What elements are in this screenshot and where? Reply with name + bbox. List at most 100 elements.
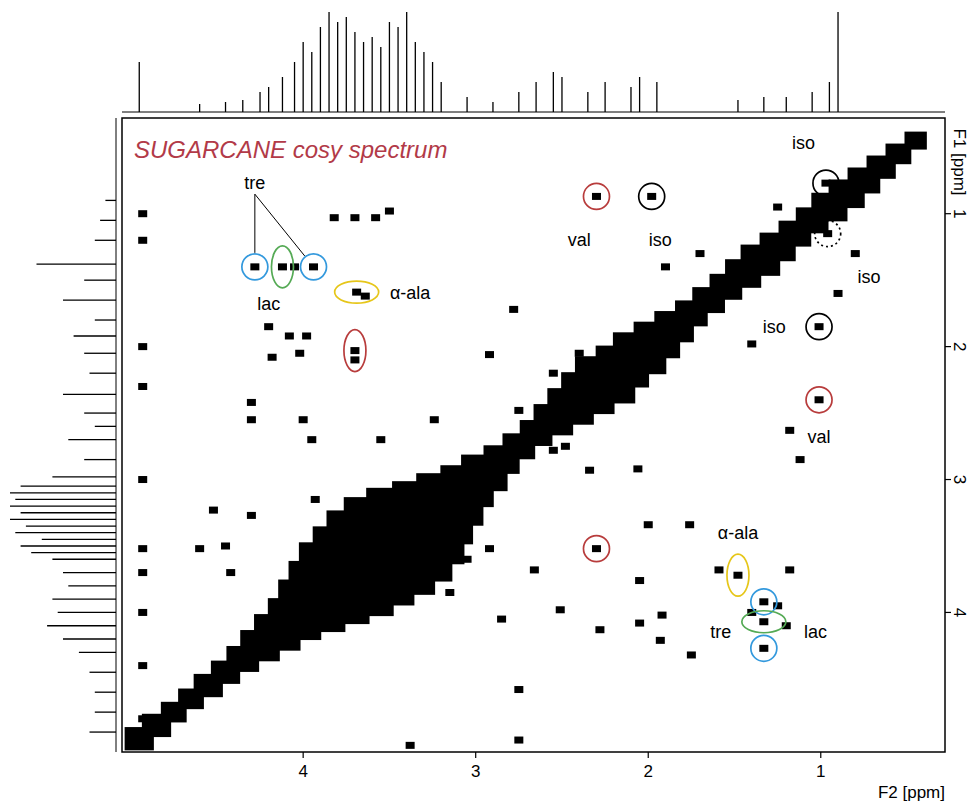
annotation: val xyxy=(806,427,833,447)
cross-peak xyxy=(733,572,742,579)
cross-peak xyxy=(299,416,308,423)
annotation-circle xyxy=(344,330,366,372)
y-tick-label: 3 xyxy=(950,475,969,484)
cross-peak xyxy=(530,566,539,573)
annotation-circles xyxy=(242,170,841,661)
cross-peak xyxy=(309,263,318,270)
annotation: iso xyxy=(856,267,883,287)
cross-peak xyxy=(656,637,665,644)
cross-peak xyxy=(485,351,494,358)
x-tick xyxy=(648,752,649,758)
cross-peak xyxy=(307,436,316,443)
cross-peak xyxy=(138,715,147,722)
f1-projection xyxy=(10,118,116,752)
cross-peak xyxy=(430,416,439,423)
annotation-circle xyxy=(815,221,841,247)
label-patch xyxy=(388,283,433,303)
cross-peak xyxy=(585,467,594,474)
cross-peak xyxy=(575,350,584,357)
projection-peak xyxy=(553,72,554,112)
y-tick-label: 4 xyxy=(950,608,969,617)
cross-peak xyxy=(815,396,824,403)
cross-peak xyxy=(759,618,768,625)
annotation-label: tre xyxy=(244,173,265,193)
label-patch xyxy=(647,230,674,250)
cross-peak xyxy=(595,626,604,633)
annotation: iso xyxy=(761,317,788,337)
background xyxy=(0,0,974,810)
cross-peak xyxy=(823,230,832,237)
label-patch xyxy=(716,523,761,543)
annotation: lac xyxy=(255,294,282,314)
cross-peak xyxy=(209,507,218,514)
cross-peak xyxy=(644,521,653,528)
projection-peak xyxy=(242,100,243,112)
x-tick xyxy=(475,752,476,758)
projection-peak xyxy=(63,638,116,639)
projection-peak xyxy=(737,100,738,112)
cross-peak xyxy=(445,589,454,596)
cross-peak xyxy=(592,193,601,200)
projection-peak xyxy=(406,12,407,112)
annotation: tre xyxy=(708,622,733,642)
projection-peak xyxy=(31,552,116,553)
cross-peak xyxy=(247,512,256,519)
cross-peak xyxy=(785,427,794,434)
annotation-circle xyxy=(583,183,609,209)
cross-peak xyxy=(247,399,256,406)
projection-peak xyxy=(21,545,116,546)
projection-peak xyxy=(90,373,117,374)
y-tick-label: 1 xyxy=(950,209,969,218)
cross-peak xyxy=(747,340,756,347)
cross-peak xyxy=(821,180,830,187)
projection-peak xyxy=(294,62,295,112)
projection-peak xyxy=(52,598,116,599)
projection-peak xyxy=(21,486,116,487)
projection-baseline xyxy=(122,112,945,113)
annotation-label: iso xyxy=(792,133,815,153)
cross-peak xyxy=(138,210,147,217)
projection-peak xyxy=(268,87,269,112)
projection-peak xyxy=(561,77,562,112)
cross-peak xyxy=(268,354,277,361)
cross-peak xyxy=(695,250,704,257)
leader-line xyxy=(255,194,305,256)
projection-peak xyxy=(95,240,116,241)
label-patch xyxy=(802,622,829,642)
cross-peak xyxy=(138,383,147,390)
leader-line xyxy=(254,194,255,253)
projection-peak xyxy=(630,87,631,112)
cross-peak xyxy=(509,306,518,313)
projection-peak xyxy=(74,335,116,336)
x-tick xyxy=(303,752,304,758)
cross-peak xyxy=(647,193,656,200)
annotation-circle xyxy=(639,183,665,209)
cross-peak xyxy=(138,476,147,483)
cross-peak xyxy=(687,651,696,658)
projection-peak xyxy=(15,532,116,533)
projection-peak xyxy=(829,82,830,112)
cross-peak xyxy=(714,566,723,573)
cross-peak xyxy=(285,332,294,339)
x-axis-title: F2 [ppm] xyxy=(878,783,945,802)
cross-peak xyxy=(195,545,204,552)
annotation: lac xyxy=(802,622,829,642)
cross-peak xyxy=(815,323,824,330)
cross-peak xyxy=(247,416,256,423)
projection-peak xyxy=(95,711,116,712)
projection-peak xyxy=(84,353,116,354)
projection-peak xyxy=(10,519,116,520)
cross-peak xyxy=(302,332,311,339)
cross-peak xyxy=(556,606,565,613)
axes: 43211234F2 [ppm]F1 [ppm] xyxy=(298,128,969,802)
projection-peak xyxy=(320,27,321,112)
x-tick-label: 2 xyxy=(644,762,653,781)
annotation-circle xyxy=(335,281,379,303)
annotation-circle xyxy=(242,254,268,280)
projection-baseline xyxy=(116,118,117,752)
cross-peak xyxy=(561,443,570,450)
projection-peak xyxy=(656,82,657,112)
projection-peak xyxy=(363,42,364,112)
projection-peak xyxy=(58,612,116,613)
projection-peak xyxy=(139,62,140,112)
